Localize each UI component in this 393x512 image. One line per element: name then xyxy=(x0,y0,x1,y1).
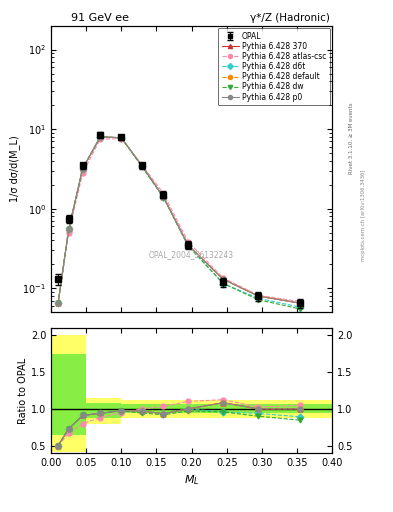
Line: Pythia 6.428 370: Pythia 6.428 370 xyxy=(56,135,303,306)
Text: 91 GeV ee: 91 GeV ee xyxy=(71,13,129,23)
Pythia 6.428 370 xyxy=(56,300,61,306)
Pythia 6.428 370 xyxy=(221,276,226,282)
Pythia 6.428 p0 xyxy=(140,163,145,169)
Text: OPAL_2004_S6132243: OPAL_2004_S6132243 xyxy=(149,250,234,260)
Pythia 6.428 p0 xyxy=(221,276,226,282)
Pythia 6.428 default xyxy=(256,293,261,299)
Pythia 6.428 dw xyxy=(221,281,226,287)
Line: Pythia 6.428 dw: Pythia 6.428 dw xyxy=(56,135,303,311)
X-axis label: $M_L$: $M_L$ xyxy=(184,474,199,487)
Pythia 6.428 d6t xyxy=(298,304,303,310)
Pythia 6.428 dw xyxy=(161,195,166,201)
Pythia 6.428 p0 xyxy=(256,293,261,299)
Pythia 6.428 370 xyxy=(161,194,166,200)
Pythia 6.428 d6t xyxy=(256,295,261,302)
Pythia 6.428 atlas-csc xyxy=(119,136,124,142)
Pythia 6.428 atlas-csc xyxy=(56,300,61,306)
Text: Rivet 3.1.10, ≥ 3M events: Rivet 3.1.10, ≥ 3M events xyxy=(349,102,354,174)
Pythia 6.428 dw xyxy=(256,296,261,303)
Pythia 6.428 370 xyxy=(119,135,124,141)
Pythia 6.428 p0 xyxy=(66,226,71,232)
Pythia 6.428 d6t xyxy=(119,135,124,141)
Pythia 6.428 atlas-csc xyxy=(161,190,166,197)
Pythia 6.428 atlas-csc xyxy=(98,136,103,142)
Pythia 6.428 default xyxy=(140,163,145,169)
Text: mcplots.cern.ch [arXiv:1306.3436]: mcplots.cern.ch [arXiv:1306.3436] xyxy=(361,169,366,261)
Y-axis label: 1/σ dσ/d(M_L): 1/σ dσ/d(M_L) xyxy=(9,136,20,202)
Pythia 6.428 370 xyxy=(80,165,85,172)
Pythia 6.428 d6t xyxy=(221,281,226,287)
Pythia 6.428 default xyxy=(298,300,303,306)
Pythia 6.428 p0 xyxy=(186,242,191,248)
Pythia 6.428 atlas-csc xyxy=(66,230,71,236)
Pythia 6.428 default xyxy=(66,226,71,232)
Text: γ*/Z (Hadronic): γ*/Z (Hadronic) xyxy=(250,13,330,23)
Pythia 6.428 370 xyxy=(256,293,261,299)
Line: Pythia 6.428 p0: Pythia 6.428 p0 xyxy=(56,135,303,306)
Line: Pythia 6.428 d6t: Pythia 6.428 d6t xyxy=(56,135,303,310)
Pythia 6.428 default xyxy=(161,194,166,200)
Pythia 6.428 atlas-csc xyxy=(221,275,226,281)
Pythia 6.428 370 xyxy=(140,163,145,169)
Pythia 6.428 dw xyxy=(140,164,145,170)
Pythia 6.428 atlas-csc xyxy=(140,162,145,168)
Pythia 6.428 default xyxy=(119,135,124,141)
Pythia 6.428 d6t xyxy=(98,134,103,140)
Pythia 6.428 d6t xyxy=(66,226,71,232)
Pythia 6.428 atlas-csc xyxy=(298,298,303,305)
Pythia 6.428 p0 xyxy=(98,134,103,140)
Pythia 6.428 370 xyxy=(298,300,303,306)
Pythia 6.428 370 xyxy=(98,134,103,140)
Pythia 6.428 p0 xyxy=(80,165,85,172)
Pythia 6.428 default xyxy=(98,134,103,140)
Pythia 6.428 dw xyxy=(119,135,124,141)
Pythia 6.428 atlas-csc xyxy=(256,292,261,298)
Pythia 6.428 default xyxy=(56,300,61,306)
Y-axis label: Ratio to OPAL: Ratio to OPAL xyxy=(18,357,28,423)
Pythia 6.428 dw xyxy=(66,226,71,232)
Line: Pythia 6.428 default: Pythia 6.428 default xyxy=(56,135,303,306)
Pythia 6.428 d6t xyxy=(140,163,145,169)
Pythia 6.428 d6t xyxy=(186,242,191,248)
Pythia 6.428 atlas-csc xyxy=(80,170,85,176)
Pythia 6.428 dw xyxy=(298,306,303,312)
Pythia 6.428 dw xyxy=(186,243,191,249)
Pythia 6.428 dw xyxy=(56,300,61,306)
Pythia 6.428 p0 xyxy=(56,300,61,306)
Pythia 6.428 d6t xyxy=(56,300,61,306)
Pythia 6.428 p0 xyxy=(298,300,303,306)
Pythia 6.428 dw xyxy=(98,134,103,140)
Pythia 6.428 370 xyxy=(186,242,191,248)
Pythia 6.428 default xyxy=(80,165,85,172)
Pythia 6.428 default xyxy=(186,242,191,248)
Pythia 6.428 dw xyxy=(80,165,85,172)
Legend: OPAL, Pythia 6.428 370, Pythia 6.428 atlas-csc, Pythia 6.428 d6t, Pythia 6.428 d: OPAL, Pythia 6.428 370, Pythia 6.428 atl… xyxy=(218,28,330,105)
Pythia 6.428 d6t xyxy=(80,165,85,172)
Pythia 6.428 p0 xyxy=(161,194,166,200)
Pythia 6.428 p0 xyxy=(119,135,124,141)
Pythia 6.428 d6t xyxy=(161,194,166,200)
Pythia 6.428 atlas-csc xyxy=(186,239,191,245)
Line: Pythia 6.428 atlas-csc: Pythia 6.428 atlas-csc xyxy=(56,136,303,306)
Pythia 6.428 370 xyxy=(66,226,71,232)
Pythia 6.428 default xyxy=(221,276,226,282)
